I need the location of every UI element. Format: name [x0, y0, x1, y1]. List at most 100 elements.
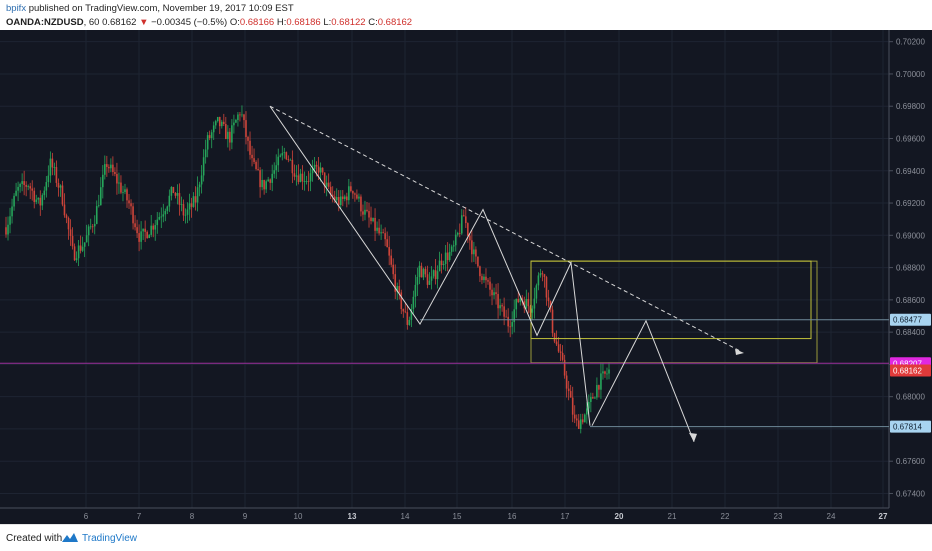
candle-body: [581, 419, 584, 423]
candle-body: [370, 217, 372, 222]
close-label: C:: [368, 17, 378, 28]
candle-body: [337, 197, 340, 205]
candle-body: [386, 239, 388, 248]
candle-body: [245, 120, 247, 137]
candle-body: [577, 420, 580, 430]
candle-body: [555, 341, 558, 345]
candle-body: [579, 419, 582, 430]
candle-body: [140, 231, 142, 242]
candle-body: [604, 371, 606, 374]
dashed-trendline: [269, 105, 742, 352]
x-tick-label: 15: [453, 512, 462, 521]
candle-body: [295, 175, 298, 177]
candle-body: [180, 204, 183, 205]
x-tick-label: 24: [827, 512, 836, 521]
candle-body: [511, 322, 513, 327]
candle-body: [114, 172, 116, 174]
candle-body: [67, 218, 70, 230]
candle-body: [515, 299, 518, 310]
tradingview-logo-icon: [62, 533, 78, 542]
candle-body: [567, 388, 570, 392]
candle-body: [120, 182, 122, 193]
candle-body: [462, 215, 465, 217]
candle-body: [65, 215, 68, 219]
candle-body: [53, 167, 56, 168]
candle-body: [85, 235, 88, 243]
candle-body: [154, 225, 157, 230]
candle-body: [223, 121, 225, 125]
candle-body: [608, 369, 610, 374]
author-name[interactable]: bpifx: [6, 3, 27, 14]
x-tick-label: 7: [137, 512, 142, 521]
candle-body: [200, 175, 203, 185]
candle-body: [172, 186, 175, 194]
candle-body: [188, 203, 191, 210]
candle-body: [561, 352, 564, 360]
candle-body: [138, 233, 140, 242]
candle-body: [519, 298, 522, 303]
candle-body: [467, 223, 469, 236]
wave-zigzag-line: [269, 105, 591, 426]
candle-body: [531, 308, 534, 313]
price-badge-label: 0.68162: [893, 367, 922, 376]
candle-body: [17, 186, 19, 191]
candle-body: [166, 206, 169, 211]
candle-body: [170, 186, 173, 196]
y-tick-label: 0.68000: [896, 393, 925, 402]
candle-body: [126, 189, 128, 201]
candle-body: [424, 268, 427, 275]
price-badge-label: 0.68477: [893, 316, 922, 325]
candle-body: [267, 179, 269, 182]
candle-body: [144, 228, 146, 232]
candle-body: [513, 309, 516, 323]
candle-body: [89, 226, 92, 228]
candle-body: [497, 294, 499, 309]
candle-body: [265, 181, 267, 190]
candle-body: [301, 173, 304, 182]
candle-body: [388, 247, 390, 256]
candle-body: [37, 197, 40, 200]
tradingview-brand[interactable]: TradingView: [82, 533, 138, 544]
candle-body: [31, 188, 34, 191]
candle-body: [479, 266, 481, 277]
y-tick-label: 0.70200: [896, 38, 925, 47]
candle-body: [408, 319, 411, 325]
candle-body: [606, 373, 608, 375]
candle-body: [311, 169, 314, 174]
projection-path: [591, 319, 695, 443]
close-value: 0.68162: [377, 17, 413, 28]
candle-body: [422, 268, 425, 278]
candle-body: [507, 316, 509, 327]
candle-body: [128, 200, 130, 204]
candle-body: [460, 215, 463, 234]
candle-body: [364, 209, 366, 215]
candle-body: [218, 116, 221, 127]
candle-body: [339, 196, 342, 205]
candle-body: [503, 306, 505, 317]
candle-body: [329, 186, 332, 195]
price-chart[interactable]: 0.70200 0.70000 0.69800 0.69600 0.69400 0.692…: [0, 30, 932, 524]
candle-body: [565, 375, 568, 389]
candle-body: [83, 242, 86, 247]
candle-body: [588, 401, 590, 409]
candle-body: [325, 182, 328, 187]
footer-bar: Created with TradingView: [0, 524, 932, 551]
candle-body: [352, 191, 354, 194]
x-tick-label: 23: [774, 512, 783, 521]
candle-body: [253, 158, 255, 162]
candle-body: [543, 274, 546, 278]
candle-body: [132, 206, 134, 224]
open-label: O:: [229, 17, 240, 28]
candle-body: [116, 173, 118, 184]
candle-body: [229, 131, 231, 143]
candle-body: [384, 233, 386, 240]
candle-body: [396, 286, 399, 292]
candle-body: [583, 414, 586, 423]
open-value: 0.68166: [239, 17, 275, 28]
candle-body: [539, 273, 542, 276]
x-tick-label: 20: [615, 512, 624, 521]
candle-body: [49, 158, 52, 176]
candle-body: [475, 249, 477, 257]
candle-body: [41, 195, 44, 206]
